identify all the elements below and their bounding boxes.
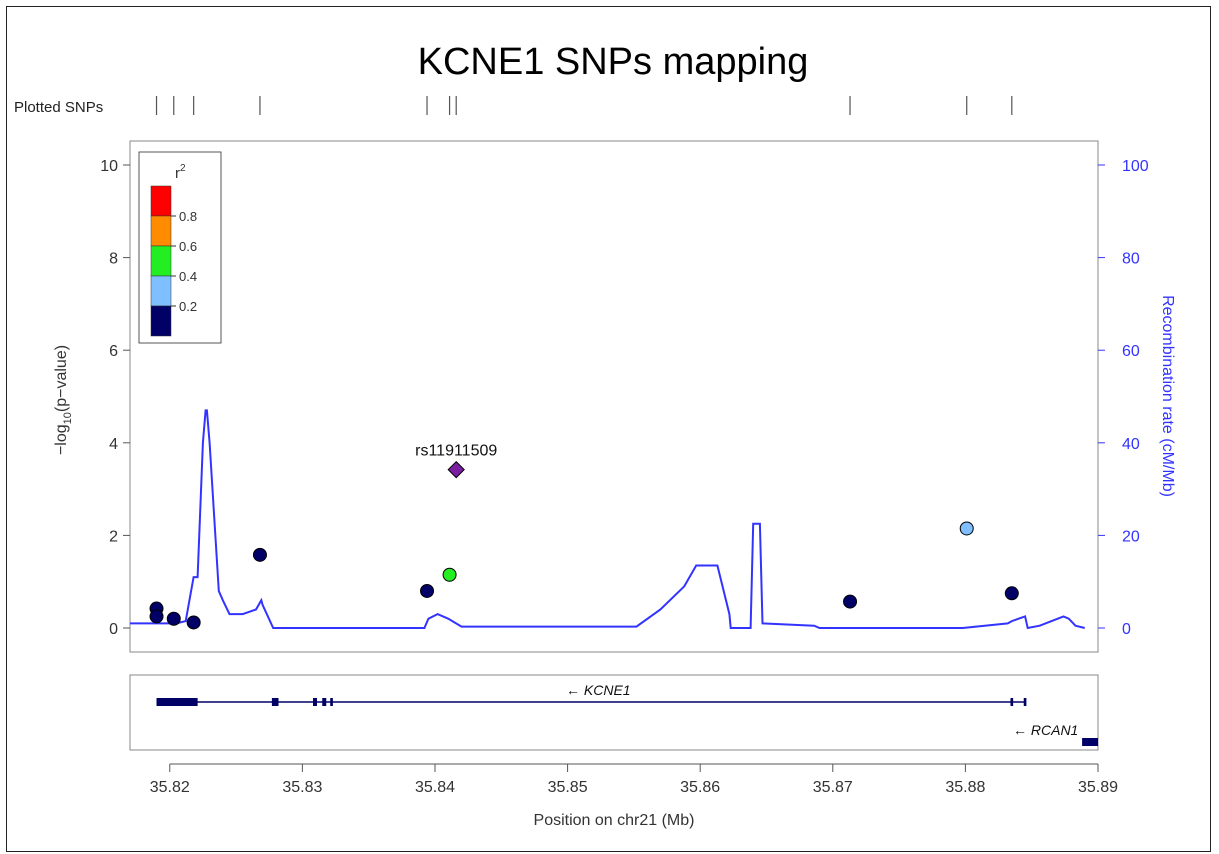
- x-tick-label: 35.84: [415, 779, 455, 796]
- legend-label: 0.6: [179, 239, 197, 254]
- gene-exon: [330, 698, 333, 706]
- y2-tick-label: 60: [1122, 343, 1140, 360]
- legend-color-swatch: [150, 275, 172, 307]
- y2-tick-label: 0: [1122, 621, 1131, 638]
- x-tick-label: 35.85: [548, 779, 588, 796]
- snp-point: [149, 609, 164, 624]
- legend-bins: 0.8 0.6 0.4 0.2: [150, 185, 197, 337]
- y-axis-label: −log10(p−value): [53, 345, 74, 455]
- gene-exon: [1082, 738, 1098, 746]
- r2-legend: r2 0.8 0.6 0.4 0.2: [138, 151, 222, 344]
- lead-snp-marker: [447, 460, 465, 479]
- snp-point: [442, 567, 457, 582]
- x-tick-label: 35.82: [150, 779, 190, 796]
- gene-exon: [1023, 698, 1027, 706]
- snp-point: [166, 611, 181, 626]
- snp-point: [959, 521, 974, 536]
- y2-tick-label: 80: [1122, 251, 1140, 268]
- x-tick-label: 35.83: [282, 779, 322, 796]
- main-plot-panel: [129, 140, 1099, 653]
- gene-exon: [322, 698, 327, 706]
- gene-exon: [271, 698, 279, 706]
- legend-color-swatch: [150, 185, 172, 217]
- snp-point: [1004, 586, 1019, 601]
- figure-frame: [6, 6, 1211, 852]
- y2-tick-label: 40: [1122, 436, 1140, 453]
- x-axis-label: Position on chr21 (Mb): [534, 812, 695, 829]
- x-tick-label: 35.87: [813, 779, 853, 796]
- x-axis: 35.82 35.83 35.84 35.85 35.86 35.87 35.88 35.89: [150, 763, 1118, 796]
- lead-snp-label: rs11911509: [415, 443, 497, 460]
- legend-title: r2: [175, 163, 186, 182]
- legend-label: 0.8: [179, 209, 197, 224]
- snp-point: [186, 615, 201, 630]
- gene-label-kcne1: ← KCNE1: [566, 682, 631, 698]
- gene-exon: [1010, 698, 1014, 706]
- gene-exon: [312, 698, 317, 706]
- legend-label: 0.4: [179, 269, 197, 284]
- recombination-rate-line: [130, 409, 1085, 630]
- legend-color-swatch: [150, 305, 172, 337]
- y-tick-label: 0: [109, 621, 118, 638]
- gene-track-panel: [129, 674, 1099, 751]
- gene-track: ← KCNE1 ← RCAN1: [156, 682, 1098, 746]
- snp-point: [843, 594, 858, 609]
- y-tick-label: 6: [109, 343, 118, 360]
- y-axis-label-pre: −log: [53, 424, 70, 455]
- y2-tick-label: 20: [1122, 528, 1140, 545]
- recombination-layer: [130, 409, 1085, 630]
- legend-color-swatch: [150, 245, 172, 277]
- x-tick-label: 35.86: [680, 779, 720, 796]
- snp-points-layer: rs11911509: [149, 443, 1019, 630]
- y-tick-label: 8: [109, 251, 118, 268]
- plotted-snps-track: [155, 96, 1013, 115]
- y-axis-label-sub: 10: [62, 412, 74, 424]
- legend-color-swatch: [150, 215, 172, 247]
- gene-label-rcan1: ← RCAN1: [1013, 722, 1078, 738]
- plotted-snps-label: Plotted SNPs: [14, 99, 103, 116]
- chart-title: KCNE1 SNPs mapping: [418, 41, 809, 83]
- snp-point: [252, 547, 267, 562]
- y2-tick-label: 100: [1122, 158, 1149, 175]
- y-tick-label: 2: [109, 528, 118, 545]
- y-tick-label: 10: [100, 158, 118, 175]
- x-tick-label: 35.88: [945, 779, 985, 796]
- snp-point: [420, 583, 435, 598]
- y-tick-label: 4: [109, 436, 118, 453]
- gene-exon: [156, 698, 198, 706]
- legend-label: 0.2: [179, 299, 197, 314]
- y2-axis-label: Recombination rate (cM/Mb): [1159, 295, 1176, 497]
- x-tick-label: 35.89: [1078, 779, 1118, 796]
- y-axis-left: 0 2 4 6 8 10: [100, 158, 130, 638]
- y-axis-label-post: (p−value): [53, 345, 70, 412]
- y-axis-right: 0 20 40 60 80 100: [1098, 158, 1149, 638]
